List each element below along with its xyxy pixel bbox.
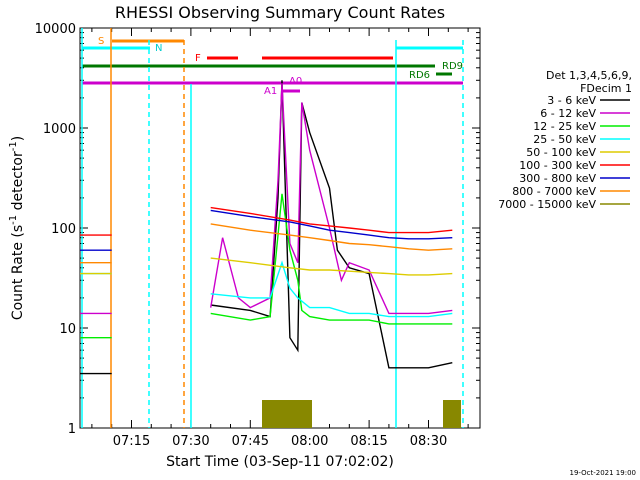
- series-100-300-kev-line: [210, 206, 453, 234]
- series-3-6-kev-line: [210, 80, 453, 369]
- flag-label-s: S: [98, 36, 104, 47]
- band-block-2: [443, 400, 461, 428]
- series-layer: [80, 80, 453, 375]
- legend-entry-label: 12 - 25 keV: [533, 120, 596, 133]
- time-markers: [81, 28, 464, 428]
- x-tick-label: 07:45: [232, 434, 269, 449]
- series-6-12-kev-line: [210, 83, 453, 315]
- x-tick-label: 08:00: [291, 434, 328, 449]
- y-axis-label-end: ): [10, 136, 26, 141]
- y-tick-label: 100: [51, 222, 76, 237]
- legend-entry-label: 3 - 6 keV: [547, 94, 596, 107]
- x-tick-label: 07:15: [113, 434, 150, 449]
- series-25-50-kev-line: [210, 260, 453, 318]
- legend-entry-label: 100 - 300 keV: [519, 159, 596, 172]
- y-tick-label: 10: [59, 322, 76, 337]
- chart-title: RHESSI Observing Summary Count Rates: [115, 3, 445, 22]
- legend-header-line-2: FDecim 1: [580, 82, 632, 95]
- y-tick-label: 10000: [35, 22, 76, 37]
- legend-entry-label: 7000 - 15000 keV: [498, 198, 596, 211]
- timestamp: 19-Oct-2021 19:00: [570, 469, 636, 477]
- series-12-25-kev-line: [210, 193, 453, 325]
- series-7000-15000-kev-band: [262, 400, 461, 428]
- flag-label-rd6: RD6: [409, 70, 430, 81]
- series-300-800-kev-line: [210, 209, 453, 240]
- y-axis: 1 10 100 1000 10000: [35, 22, 480, 437]
- flag-label-f: F: [195, 53, 201, 64]
- legend-entry-label: 6 - 12 keV: [540, 107, 596, 120]
- y-axis-label-sup2: -1: [8, 141, 19, 151]
- legend-entry-label: 25 - 50 keV: [533, 133, 596, 146]
- flag-label-rd9: RD9: [442, 61, 463, 72]
- flag-label-n: N: [155, 43, 162, 54]
- x-tick-label: 08:15: [350, 434, 387, 449]
- flag-bars: S N F RD9 RD6 A0 A1: [82, 36, 463, 97]
- legend-entry-label: 300 - 800 keV: [519, 172, 596, 185]
- flag-label-a1: A1: [264, 86, 277, 97]
- x-tick-label: 08:30: [410, 434, 447, 449]
- legend-entry-label: 50 - 100 keV: [526, 146, 596, 159]
- y-axis-label-sup1: -1: [8, 215, 19, 225]
- y-tick-label: 1: [68, 422, 76, 437]
- x-axis-label: Start Time (03-Sep-11 07:02:02): [166, 454, 394, 470]
- y-axis-label-mid: detector: [10, 151, 26, 215]
- series-50-100-kev-line: [210, 257, 453, 276]
- x-tick-label: 07:30: [172, 434, 209, 449]
- series-800-7000-kev-line: [210, 223, 453, 251]
- legend-header-line-1: Det 1,3,4,5,6,9,: [546, 69, 632, 82]
- legend-entry-label: 800 - 7000 keV: [512, 185, 596, 198]
- y-tick-label: 1000: [43, 122, 76, 137]
- y-axis-label-main: Count Rate (s: [10, 225, 26, 320]
- y-axis-label: Count Rate (s-1 detector-1): [8, 136, 26, 320]
- flag-label-a0: A0: [289, 76, 302, 87]
- band-block-1: [262, 400, 312, 428]
